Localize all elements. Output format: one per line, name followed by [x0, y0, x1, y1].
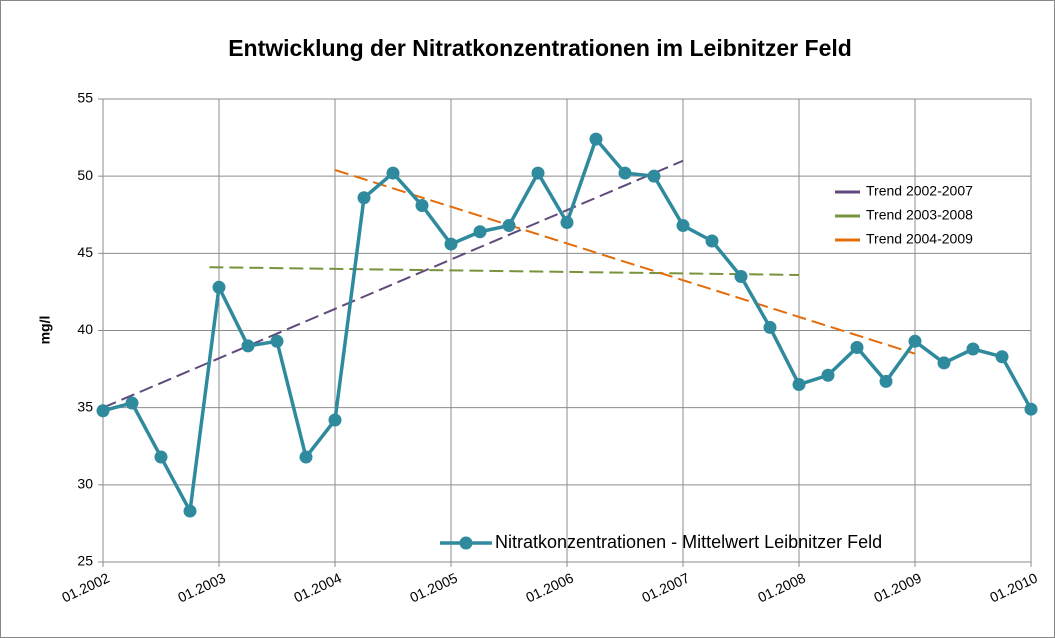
data-point: [937, 356, 951, 370]
legend-marker: [459, 536, 473, 550]
legend-label: Trend 2004-2009: [866, 231, 973, 247]
chart-title: Entwicklung der Nitratkonzentrationen im…: [228, 35, 852, 61]
data-point: [792, 378, 806, 392]
data-point: [125, 396, 139, 410]
data-point: [734, 269, 748, 283]
data-point: [241, 339, 255, 353]
trend-line: [334, 169, 916, 355]
data-point: [96, 404, 110, 418]
trend-line: [209, 266, 800, 276]
data-point: [473, 225, 487, 239]
data-point: [850, 340, 864, 354]
data-point: [821, 368, 835, 382]
legend-label: Trend 2003-2008: [866, 207, 973, 223]
data-point: [444, 237, 458, 251]
y-tick-label: 40: [77, 321, 93, 337]
data-point: [763, 320, 777, 334]
data-point: [908, 334, 922, 348]
data-point: [589, 132, 603, 146]
y-tick-label: 35: [77, 398, 93, 414]
data-point: [618, 166, 632, 180]
y-tick-label: 25: [77, 553, 93, 569]
y-tick-label: 55: [77, 90, 93, 106]
y-tick-label: 30: [77, 476, 93, 492]
data-point: [212, 280, 226, 294]
plot-border: [102, 98, 1032, 563]
data-point: [647, 169, 661, 183]
data-point: [270, 334, 284, 348]
data-point: [676, 219, 690, 233]
data-point: [357, 191, 371, 205]
data-point: [183, 504, 197, 518]
data-point: [154, 450, 168, 464]
data-point: [328, 413, 342, 427]
data-point: [705, 234, 719, 248]
legend-label: Nitratkonzentrationen - Mittelwert Leibn…: [495, 532, 882, 552]
data-point: [531, 166, 545, 180]
data-point: [502, 219, 516, 233]
data-point: [560, 215, 574, 229]
y-tick-label: 50: [77, 167, 93, 183]
trend-line: [102, 159, 684, 409]
y-tick-label: 45: [77, 244, 93, 260]
data-point: [1024, 402, 1038, 416]
y-axis-label: mg/l: [37, 316, 53, 345]
data-point: [415, 198, 429, 212]
legend-label: Trend 2002-2007: [866, 183, 973, 199]
data-point: [386, 166, 400, 180]
data-point: [995, 350, 1009, 364]
data-point: [879, 374, 893, 388]
data-point: [299, 450, 313, 464]
data-point: [966, 342, 980, 356]
